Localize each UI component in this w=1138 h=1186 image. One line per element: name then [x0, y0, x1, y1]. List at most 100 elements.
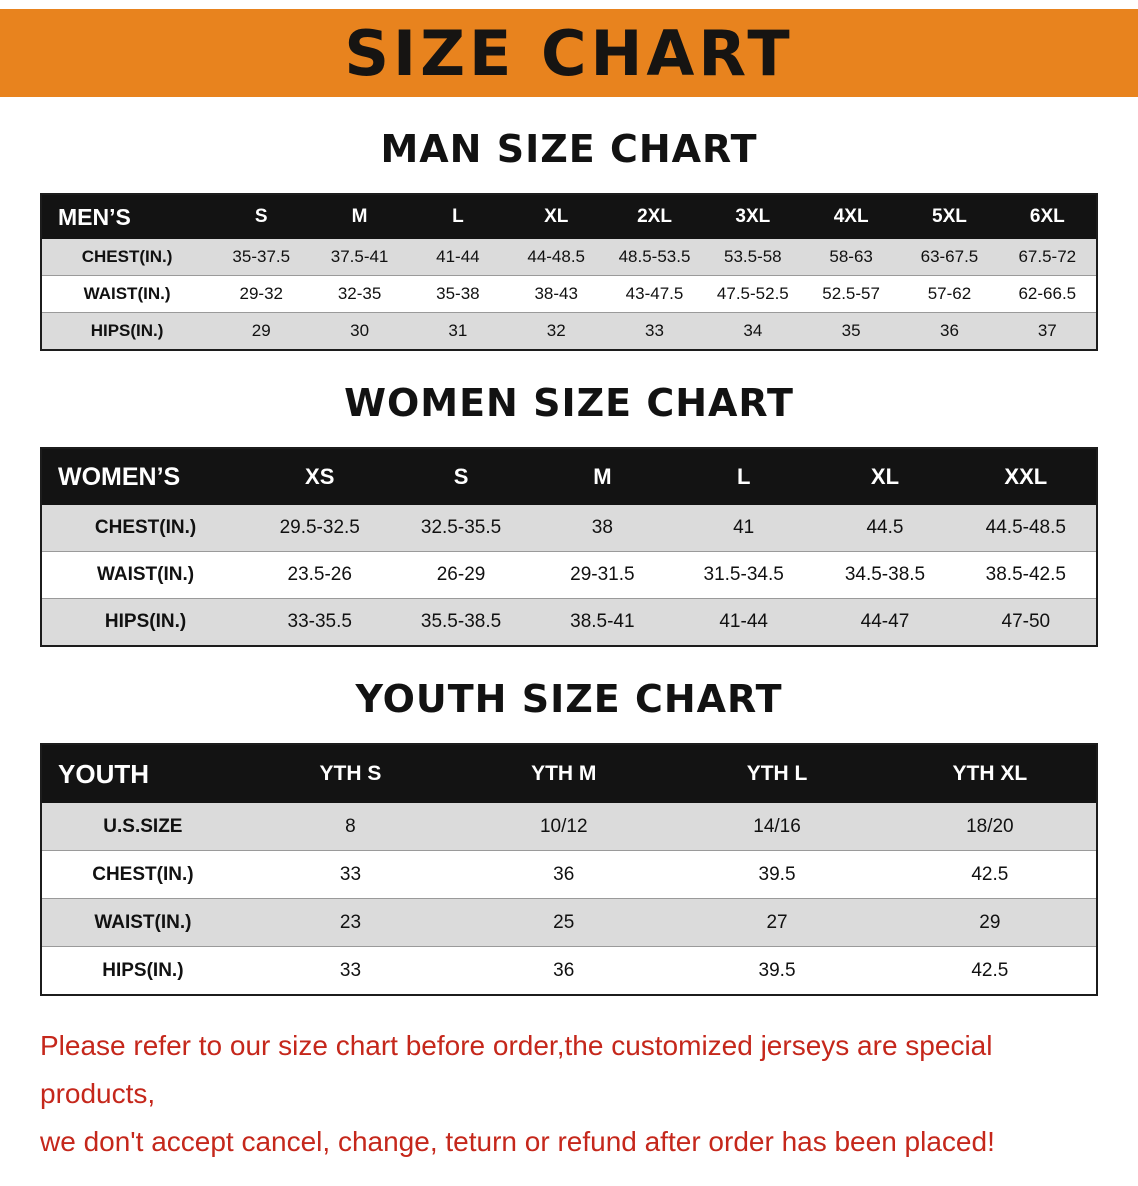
column-header: YTH L [670, 744, 884, 803]
size-chart-page: SIZE CHART MAN SIZE CHART MEN’S S M L XL 2XL 3… [0, 9, 1138, 1166]
row-label: CHEST(IN.) [81, 247, 173, 266]
size-value-cell: 31 [448, 321, 468, 340]
column-header: YTH S [243, 744, 458, 803]
column-header: S [212, 194, 311, 239]
column-header: L [408, 194, 508, 239]
size-value-cell: 25 [553, 911, 575, 933]
size-value-cell: 43-47.5 [625, 284, 684, 303]
man-size-chart-section: MAN SIZE CHART MEN’S S M L XL 2XL 3XL 4XL 5XL 6XL… [0, 127, 1138, 351]
size-value-cell: 41 [733, 517, 755, 538]
column-header: XS [249, 448, 391, 505]
size-value-cell: 38.5-42.5 [985, 564, 1066, 585]
size-value-cell: 18/20 [966, 815, 1014, 837]
table-row: WAIST(IN.) 23 25 27 29 [41, 898, 1097, 947]
size-value-cell: 39.5 [758, 959, 796, 981]
size-value-cell: 36 [553, 959, 575, 981]
disclaimer-line-1: Please refer to our size chart before or… [40, 1030, 993, 1110]
size-value-cell: 29 [251, 321, 271, 340]
size-value-cell: 35.5-38.5 [420, 611, 502, 632]
size-value-cell: 29.5-32.5 [279, 517, 360, 538]
row-label: U.S.SIZE [103, 815, 183, 837]
size-value-cell: 47.5-52.5 [716, 284, 789, 303]
man-size-table: MEN’S S M L XL 2XL 3XL 4XL 5XL 6XL CHEST(IN.) 35-37… [40, 193, 1098, 351]
size-value-cell: 29-31.5 [570, 564, 635, 585]
size-value-cell: 10/12 [539, 815, 588, 837]
youth-size-table-wrap: YOUTH YTH S YTH M YTH L YTH XL U.S.SIZE 8 10/12… [0, 743, 1138, 996]
size-value-cell: 36 [939, 321, 959, 340]
size-value-cell: 35 [841, 321, 861, 340]
size-value-cell: 44-47 [860, 611, 910, 632]
size-value-cell: 44.5 [866, 517, 904, 538]
size-value-cell: 39.5 [758, 863, 796, 885]
table-header-row: YOUTH YTH S YTH M YTH L YTH XL [41, 744, 1097, 803]
row-label: HIPS(IN.) [90, 321, 164, 340]
size-value-cell: 48.5-53.5 [618, 247, 691, 266]
disclaimer-line-2: we don't accept cancel, change, teturn o… [40, 1126, 995, 1158]
column-header: YTH M [457, 744, 671, 803]
size-value-cell: 32 [546, 321, 566, 340]
row-label: CHEST(IN.) [94, 517, 197, 538]
table-header-row: WOMEN’S XS S M L XL XXL [41, 448, 1097, 505]
column-header: 4XL [801, 194, 901, 239]
table-group-label: WOMEN’S [41, 448, 250, 505]
column-header: M [531, 448, 674, 505]
size-value-cell: 42.5 [971, 863, 1009, 885]
size-value-cell: 35-38 [436, 284, 480, 303]
size-value-cell: 14/16 [753, 815, 801, 837]
size-value-cell: 37 [1037, 321, 1057, 340]
women-size-table: WOMEN’S XS S M L XL XXL CHEST(IN.) 29.5-32.5 32.5… [40, 447, 1098, 647]
size-value-cell: 32.5-35.5 [420, 517, 502, 538]
size-value-cell: 62-66.5 [1018, 284, 1077, 303]
column-header: 2XL [605, 194, 704, 239]
row-label: WAIST(IN.) [83, 284, 171, 303]
row-label: CHEST(IN.) [92, 863, 194, 885]
row-label: WAIST(IN.) [96, 564, 195, 585]
size-value-cell: 29-32 [239, 284, 283, 303]
size-value-cell: 37.5-41 [330, 247, 389, 266]
column-header: S [390, 448, 532, 505]
size-value-cell: 63-67.5 [920, 247, 979, 266]
size-value-cell: 32-35 [337, 284, 382, 303]
women-size-table-wrap: WOMEN’S XS S M L XL XXL CHEST(IN.) 29.5-32.5 32.5… [0, 447, 1138, 647]
size-value-cell: 34 [743, 321, 763, 340]
column-header: M [310, 194, 409, 239]
size-value-cell: 47-50 [1001, 611, 1051, 632]
row-label: HIPS(IN.) [104, 611, 187, 632]
size-value-cell: 33-35.5 [287, 611, 352, 632]
table-row: CHEST(IN.) 29.5-32.5 32.5-35.5 38 41 44.5 44.5… [41, 505, 1097, 552]
size-value-cell: 23 [339, 911, 362, 933]
column-header: 5XL [900, 194, 999, 239]
size-value-cell: 26-29 [436, 564, 486, 585]
column-header: XL [507, 194, 606, 239]
column-header: XL [814, 448, 956, 505]
size-value-cell: 42.5 [971, 959, 1009, 981]
size-value-cell: 23.5-26 [287, 564, 352, 585]
banner: SIZE CHART [0, 9, 1138, 97]
table-group-label: YOUTH [41, 744, 244, 803]
column-header: YTH XL [883, 744, 1097, 803]
table-row: HIPS(IN.) 33 36 39.5 42.5 [41, 946, 1097, 995]
size-value-cell: 41-44 [436, 247, 480, 266]
size-value-cell: 34.5-38.5 [844, 564, 926, 585]
table-group-label: MEN’S [41, 194, 213, 239]
size-value-cell: 33 [339, 959, 362, 981]
table-row: WAIST(IN.) 23.5-26 26-29 29-31.5 31.5-34.5 34… [41, 551, 1097, 599]
size-value-cell: 8 [345, 815, 356, 837]
man-size-table-wrap: MEN’S S M L XL 2XL 3XL 4XL 5XL 6XL CHEST(IN.) 35-37… [0, 193, 1138, 351]
youth-size-table: YOUTH YTH S YTH M YTH L YTH XL U.S.SIZE 8 10/12… [40, 743, 1098, 996]
size-value-cell: 57-62 [927, 284, 972, 303]
column-header: 6XL [998, 194, 1097, 239]
table-row: HIPS(IN.) 33-35.5 35.5-38.5 38.5-41 41-44 44-… [41, 598, 1097, 646]
youth-size-chart-heading: YOUTH SIZE CHART [355, 677, 783, 721]
size-value-cell: 67.5-72 [1018, 247, 1077, 266]
size-value-cell: 33 [339, 863, 362, 885]
table-row: WAIST(IN.) 29-32 32-35 35-38 38-43 43-47.5 47.… [41, 275, 1097, 313]
size-value-cell: 58-63 [829, 247, 873, 266]
size-value-cell: 27 [766, 911, 788, 933]
man-size-chart-heading: MAN SIZE CHART [380, 127, 758, 171]
women-size-chart-section: WOMEN SIZE CHART WOMEN’S XS S M L XL XXL CHEST(… [0, 381, 1138, 647]
size-value-cell: 31.5-34.5 [703, 564, 784, 585]
youth-size-chart-section: YOUTH SIZE CHART YOUTH YTH S YTH M YTH L YTH… [0, 677, 1138, 996]
size-value-cell: 52.5-57 [822, 284, 880, 303]
disclaimer: Please refer to our size chart before or… [0, 1022, 1138, 1166]
